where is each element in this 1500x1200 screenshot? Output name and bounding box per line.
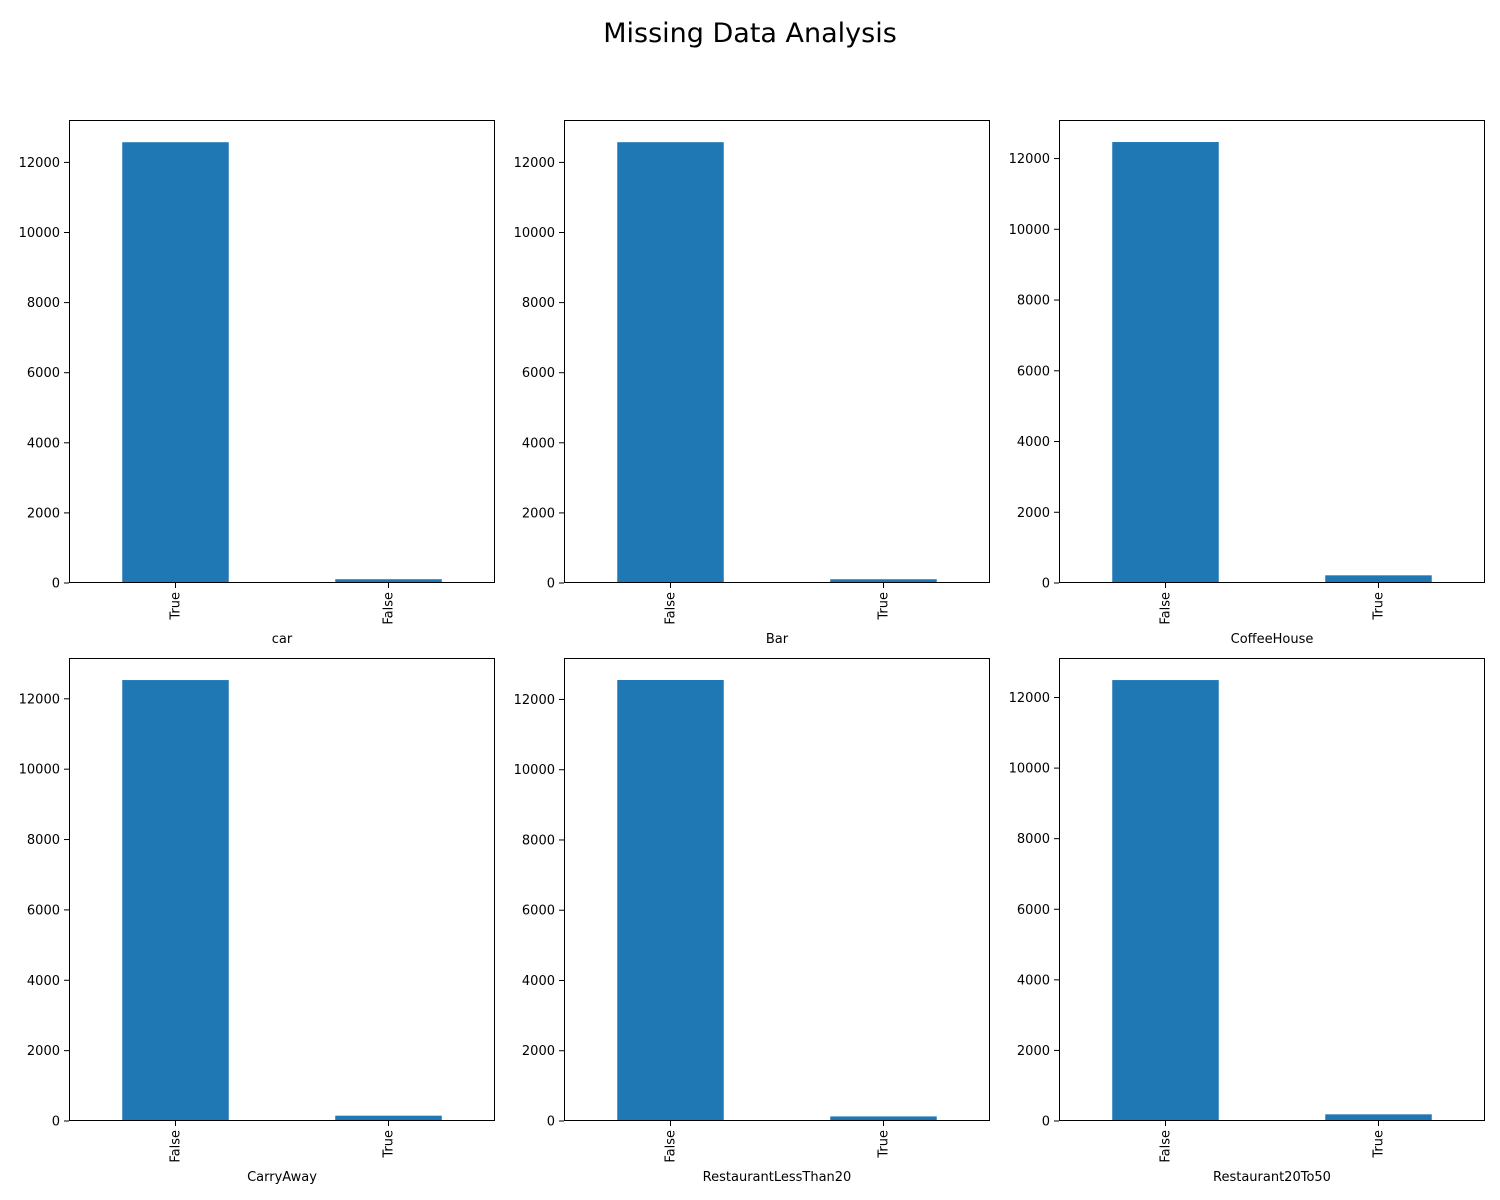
subplot-6: False True 0 2000 4000 6000 8000 10000 12000 Rest… <box>1009 658 1485 1185</box>
y-tick-label: 0 <box>52 1115 60 1130</box>
y-tick-label: 10000 <box>19 226 60 241</box>
x-tick-label: True <box>169 592 184 621</box>
y-tick-label: 2000 <box>1017 506 1050 521</box>
x-tick-label: True <box>877 592 892 621</box>
x-axis-label: Restaurant20To50 <box>1213 1170 1331 1185</box>
bar-false <box>1112 680 1219 1121</box>
x-tick-label: False <box>1159 1130 1174 1163</box>
x-axis-label: RestaurantLessThan20 <box>703 1170 852 1185</box>
y-tick-label: 10000 <box>1009 223 1050 238</box>
y-tick-label: 10000 <box>514 763 555 778</box>
y-tick-label: 8000 <box>1017 294 1050 309</box>
y-tick-label: 4000 <box>1017 435 1050 450</box>
y-tick-label: 4000 <box>27 974 60 989</box>
y-tick-label: 0 <box>1042 577 1050 592</box>
bar-true <box>122 142 229 583</box>
subplot-4: False True 0 2000 4000 6000 8000 10000 12000 Carr… <box>19 658 495 1185</box>
y-tick-label: 2000 <box>1017 1044 1050 1059</box>
y-tick-label: 4000 <box>522 436 555 451</box>
y-tick-label: 10000 <box>19 763 60 778</box>
y-tick-label: 0 <box>547 1115 555 1130</box>
subplot-2: False True 0 2000 4000 6000 8000 10000 12000 Bar <box>514 120 990 647</box>
x-axis-label: Bar <box>766 632 789 647</box>
x-tick-label: True <box>877 1130 892 1159</box>
bar-false <box>335 579 442 583</box>
y-tick-label: 6000 <box>27 366 60 381</box>
x-tick-label: False <box>382 592 397 625</box>
bar-false <box>1112 142 1219 583</box>
y-tick-label: 8000 <box>522 296 555 311</box>
bar-false <box>617 142 724 583</box>
x-tick-label: False <box>169 1130 184 1163</box>
subplot-3: False True 0 2000 4000 6000 8000 10000 12000 Coff… <box>1009 120 1485 647</box>
y-tick-label: 2000 <box>522 506 555 521</box>
x-tick-label: False <box>664 592 679 625</box>
y-tick-label: 8000 <box>27 833 60 848</box>
y-tick-label: 12000 <box>19 692 60 707</box>
bar-false <box>122 680 229 1121</box>
x-axis-label: CoffeeHouse <box>1231 632 1314 647</box>
bar-true <box>335 1115 442 1121</box>
y-tick-label: 10000 <box>1009 762 1050 777</box>
y-tick-label: 12000 <box>1009 691 1050 706</box>
subplot-1: True False 0 2000 4000 6000 8000 10000 12000 car <box>19 120 495 647</box>
axes-frame <box>1059 658 1485 1121</box>
y-tick-label: 8000 <box>522 833 555 848</box>
y-tick-label: 2000 <box>27 506 60 521</box>
y-tick-label: 12000 <box>514 693 555 708</box>
y-tick-label: 4000 <box>522 974 555 989</box>
axes-frame <box>564 120 990 583</box>
y-tick-label: 12000 <box>1009 152 1050 167</box>
y-tick-label: 6000 <box>27 903 60 918</box>
axes-frame <box>1059 120 1485 583</box>
y-tick-label: 12000 <box>514 156 555 171</box>
y-tick-label: 6000 <box>1017 364 1050 379</box>
x-tick-label: True <box>1372 592 1387 621</box>
subplot-5: False True 0 2000 4000 6000 8000 10000 12000 Rest… <box>514 658 990 1185</box>
axes-frame <box>69 120 495 583</box>
y-tick-label: 8000 <box>1017 832 1050 847</box>
bar-true <box>1325 575 1432 583</box>
x-tick-label: True <box>382 1130 397 1159</box>
y-tick-label: 6000 <box>522 904 555 919</box>
bar-true <box>1325 1114 1432 1121</box>
axes-frame <box>564 658 990 1121</box>
y-tick-label: 0 <box>1042 1115 1050 1130</box>
x-axis-label: car <box>272 632 293 647</box>
y-tick-label: 0 <box>52 577 60 592</box>
y-tick-label: 12000 <box>19 156 60 171</box>
y-tick-label: 2000 <box>522 1044 555 1059</box>
y-tick-label: 4000 <box>1017 973 1050 988</box>
y-tick-label: 10000 <box>514 226 555 241</box>
bar-true <box>830 1116 937 1121</box>
bar-true <box>830 579 937 583</box>
y-tick-label: 2000 <box>27 1044 60 1059</box>
x-axis-label: CarryAway <box>247 1170 317 1185</box>
x-tick-label: False <box>1159 592 1174 625</box>
y-tick-label: 4000 <box>27 436 60 451</box>
y-tick-label: 8000 <box>27 296 60 311</box>
y-tick-label: 6000 <box>522 366 555 381</box>
bar-false <box>617 679 724 1121</box>
y-tick-label: 6000 <box>1017 903 1050 918</box>
x-tick-label: True <box>1372 1130 1387 1159</box>
figure-title: Missing Data Analysis <box>603 18 897 49</box>
y-tick-label: 0 <box>547 577 555 592</box>
axes-frame <box>69 658 495 1121</box>
x-tick-label: False <box>664 1130 679 1163</box>
